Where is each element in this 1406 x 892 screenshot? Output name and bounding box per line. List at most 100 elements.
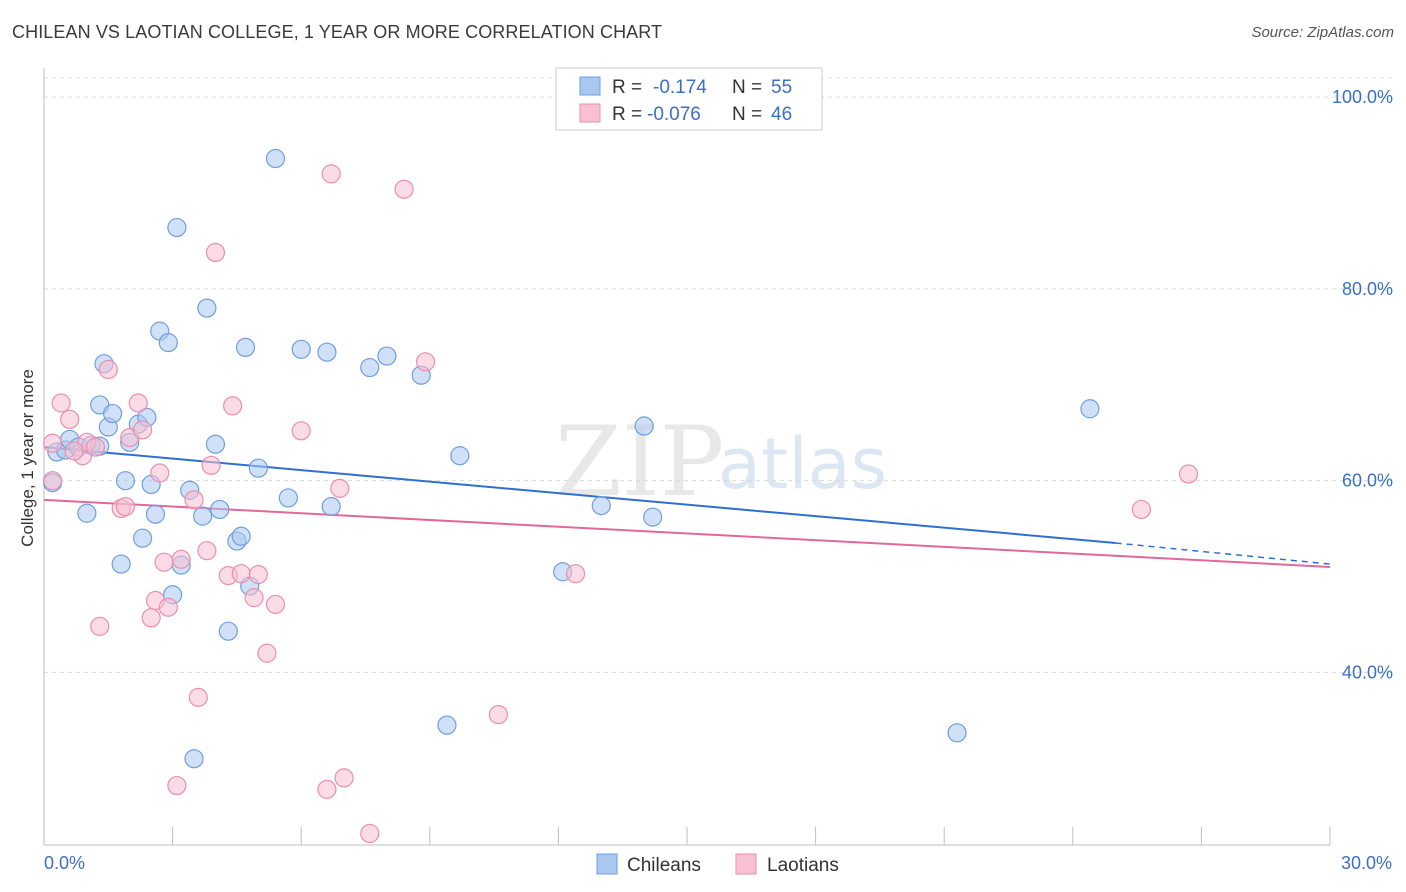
point-chileans-33 [231,526,251,546]
point-laotians-42 [115,496,136,517]
point-laotians-18 [171,549,191,569]
legend-r-value-chileans: -0.174 [653,77,707,98]
legend-n-label-chileans: N = [732,77,762,98]
point-chileans-42 [360,357,380,378]
point-chileans-13 [115,471,136,491]
source-credit: Source: ZipAtlas.com [1251,24,1394,41]
legend-n-value-chileans: 55 [771,77,792,98]
y-tick-label-60: 60.0% [1342,471,1393,491]
y-tick-labels: 40.0% 60.0% 80.0% 100.0% [1332,87,1393,682]
point-laotians-32 [321,164,341,184]
bottom-legend-label-chileans: Chileans [627,855,701,876]
legend-r-label-chileans: R = [612,77,642,98]
point-laotians-19 [188,687,208,707]
point-laotians-11 [132,420,153,440]
point-chileans-49 [634,416,654,436]
point-laotians-22 [205,242,226,263]
point-chileans-46 [450,446,470,466]
bottom-legend-label-laotians: Laotians [767,855,839,876]
data-points [42,148,1199,844]
point-laotians-35 [360,823,380,844]
point-chileans-16 [132,528,153,548]
point-laotians-28 [257,643,277,663]
point-laotians-45 [90,616,110,637]
point-laotians-2 [51,393,71,413]
y-tick-label-40: 40.0% [1342,662,1393,682]
trend-extension-chileans [1115,542,1331,565]
point-laotians-16 [158,597,178,617]
point-chileans-52 [1080,399,1100,419]
point-chileans-40 [317,342,337,362]
point-chileans-12 [111,554,131,574]
point-laotians-41 [1178,464,1199,484]
point-chileans-48 [591,496,611,516]
point-chileans-19 [145,504,166,524]
point-laotians-0 [42,471,63,491]
point-chileans-29 [205,434,226,454]
point-chileans-39 [291,339,311,359]
point-laotians-30 [291,421,311,441]
watermark-atlas: atlas [718,423,887,505]
chart-title: CHILEAN VS LAOTIAN COLLEGE, 1 YEAR OR MO… [12,22,663,42]
y-axis-title: College, 1 year or more [18,369,37,547]
point-laotians-38 [488,705,508,725]
legend-swatch-laotians [579,103,601,123]
bottom-legend-swatch-chileans [596,853,618,875]
point-laotians-12 [141,608,161,628]
point-chileans-41 [321,496,341,517]
axes [43,68,1331,846]
point-laotians-25 [231,564,251,584]
point-chileans-31 [218,621,238,641]
point-chileans-36 [248,458,268,478]
legend-r-label-laotians: R = [612,104,642,125]
point-chileans-30 [210,499,230,520]
point-chileans-50 [643,507,663,527]
point-laotians-29 [265,594,286,614]
trend-lines [43,446,1331,568]
bottom-legend-swatch-laotians [735,853,757,875]
x-tick-label-min: 0.0% [44,853,85,873]
point-chileans-23 [167,217,187,238]
point-laotians-34 [334,768,354,788]
point-laotians-31 [317,779,337,799]
point-laotians-44 [64,441,84,461]
point-laotians-1 [42,433,63,453]
series-legend: Chileans Laotians [596,853,839,876]
point-chileans-11 [102,403,123,424]
point-chileans-51 [947,723,967,743]
point-laotians-36 [394,179,414,199]
point-laotians-43 [184,490,204,510]
point-chileans-5 [77,503,97,523]
point-chileans-21 [158,333,178,353]
point-chileans-34 [235,337,256,358]
point-laotians-24 [223,396,243,416]
trend-line-laotians [43,498,1331,568]
legend-n-label-laotians: N = [732,104,762,125]
point-laotians-26 [244,588,264,608]
point-laotians-39 [565,564,586,584]
legend-r-value-laotians: -0.076 [647,104,701,125]
point-chileans-37 [265,148,286,169]
point-chileans-43 [377,346,397,366]
point-chileans-38 [278,488,298,508]
point-laotians-27 [248,565,268,585]
point-laotians-3 [60,409,80,429]
point-laotians-15 [154,552,174,572]
point-laotians-17 [167,775,187,796]
point-chileans-27 [184,749,204,769]
stats-legend: R = -0.174 N = 55 R = -0.076 N = 46 [555,67,823,131]
trend-line-chileans [43,446,1116,544]
point-laotians-20 [197,541,217,561]
point-laotians-6 [85,437,106,457]
point-chileans-45 [437,715,457,735]
point-laotians-10 [128,393,148,413]
point-laotians-14 [150,463,170,483]
point-laotians-21 [201,455,221,475]
point-laotians-40 [1131,499,1151,520]
point-laotians-7 [98,359,118,380]
point-laotians-33 [330,478,350,498]
legend-swatch-chileans [579,76,601,96]
y-tick-label-100: 100.0% [1332,87,1393,107]
legend-n-value-laotians: 46 [771,104,792,125]
x-tick-label-max: 30.0% [1341,853,1392,873]
